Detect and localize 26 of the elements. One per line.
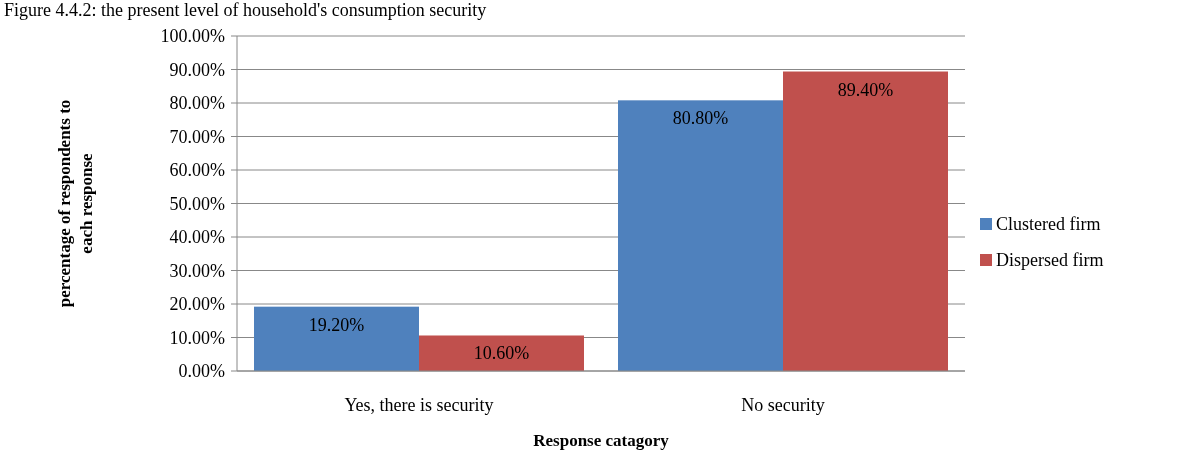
bar: [783, 71, 948, 371]
y-tick-label: 90.00%: [169, 59, 225, 80]
bar: [419, 335, 584, 371]
y-tick-label: 50.00%: [169, 193, 225, 214]
legend-label: Dispersed firm: [996, 250, 1104, 271]
data-label: 80.80%: [672, 108, 729, 129]
y-tick-label: 70.00%: [169, 126, 225, 147]
y-tick-label: 80.00%: [169, 93, 225, 114]
legend-label: Clustered firm: [996, 214, 1101, 235]
bar: [254, 306, 419, 371]
data-label: 89.40%: [837, 79, 894, 100]
y-tick-label: 100.00%: [160, 26, 225, 47]
y-tick-label: 60.00%: [169, 160, 225, 181]
y-tick-label: 30.00%: [169, 260, 225, 281]
x-tick-label: Yes, there is security: [344, 395, 494, 415]
y-tick-label: 0.00%: [178, 361, 225, 382]
y-axis-title: percentage of respondents to each response: [55, 99, 96, 308]
y-tick-label: 20.00%: [169, 294, 225, 315]
y-tick-label: 40.00%: [169, 227, 225, 248]
x-tick-label: No security: [741, 395, 825, 415]
y-tick-label: 10.00%: [169, 327, 225, 348]
chart-title: Figure 4.4.2: the present level of household's consumption security: [4, 0, 487, 20]
x-axis-title: Response catagory: [533, 431, 670, 450]
data-label: 10.60%: [473, 343, 530, 364]
data-label: 19.20%: [308, 314, 365, 335]
bar: [618, 100, 783, 371]
